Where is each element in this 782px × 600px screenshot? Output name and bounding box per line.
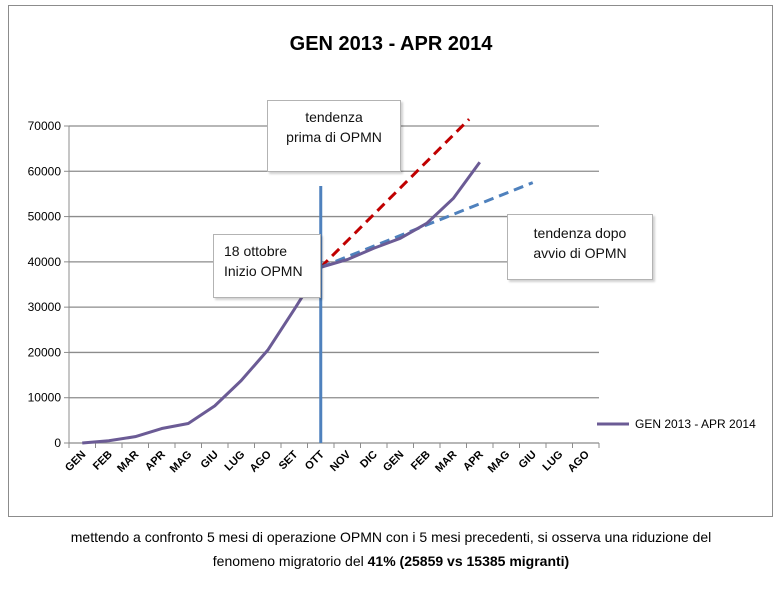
annotation-trend-after-line2: avvio di OPMN xyxy=(533,245,627,261)
annotation-trend-after-line1: tendenza dopo xyxy=(533,225,627,241)
x-tick-label: NOV xyxy=(328,448,354,474)
x-tick-label: APR xyxy=(143,449,168,474)
x-tick-label: AGO xyxy=(566,448,593,475)
y-tick-label: 10000 xyxy=(28,391,62,405)
y-tick-label: 30000 xyxy=(28,300,62,314)
annotation-trend-after: tendenza dopo avvio di OPMN xyxy=(507,214,653,280)
caption-line2-bold: 41% (25859 vs 15385 migranti) xyxy=(367,553,570,569)
x-tick-label: LUG xyxy=(540,449,565,474)
x-tick-label: GIU xyxy=(199,449,221,471)
x-tick-label: AGO xyxy=(248,448,275,475)
x-tick-label: SET xyxy=(277,448,301,472)
x-tick-label: GEN xyxy=(63,449,88,474)
x-tick-label: MAG xyxy=(486,449,513,476)
annotation-opmn-start-line1: 18 ottobre xyxy=(224,243,288,259)
y-tick-label: 50000 xyxy=(28,210,62,224)
x-tick-label: MAR xyxy=(433,449,459,475)
caption-line1: mettendo a confronto 5 mesi di operazion… xyxy=(70,529,712,545)
annotation-trend-before-line1: tendenza xyxy=(305,109,363,125)
x-tick-label: MAG xyxy=(168,449,195,476)
y-tick-label: 70000 xyxy=(28,119,62,133)
y-tick-label: 60000 xyxy=(28,164,62,178)
x-tick-label: OTT xyxy=(303,448,327,472)
x-tick-label: MAR xyxy=(115,449,141,475)
annotation-opmn-start: 18 ottobre Inizio OPMN xyxy=(213,234,321,298)
x-tick-label: GEN xyxy=(381,449,406,474)
x-tick-label: FEB xyxy=(91,449,115,473)
caption-line2: fenomeno migratorio del 41% (25859 vs 15… xyxy=(0,549,782,573)
y-tick-label: 40000 xyxy=(28,255,62,269)
annotation-trend-before: tendenza prima di OPMN xyxy=(267,100,401,172)
x-tick-label: FEB xyxy=(409,449,433,473)
x-tick-label: GIU xyxy=(517,449,539,471)
series-line xyxy=(82,161,481,445)
x-tick-label: LUG xyxy=(222,449,247,474)
chart-title: GEN 2013 - APR 2014 xyxy=(290,33,494,55)
y-tick-label: 20000 xyxy=(28,345,62,359)
annotation-opmn-start-line2: Inizio OPMN xyxy=(224,263,303,279)
legend-label: GEN 2013 - APR 2014 xyxy=(635,417,756,431)
caption: mettendo a confronto 5 mesi di operazion… xyxy=(0,525,782,573)
chart-frame: GEN 2013 - APR 2014 0 10000 20000 30000 40000… xyxy=(8,5,773,517)
x-tick-label: APR xyxy=(461,449,486,474)
trend-line-before xyxy=(319,118,471,269)
annotation-trend-before-line2: prima di OPMN xyxy=(286,129,382,145)
caption-line2-prefix: fenomeno migratorio del xyxy=(212,553,368,569)
line-chart: GEN 2013 - APR 2014 0 10000 20000 30000 40000… xyxy=(28,33,756,476)
y-tick-label: 0 xyxy=(54,436,61,450)
x-tick-label: DIC xyxy=(358,449,380,471)
